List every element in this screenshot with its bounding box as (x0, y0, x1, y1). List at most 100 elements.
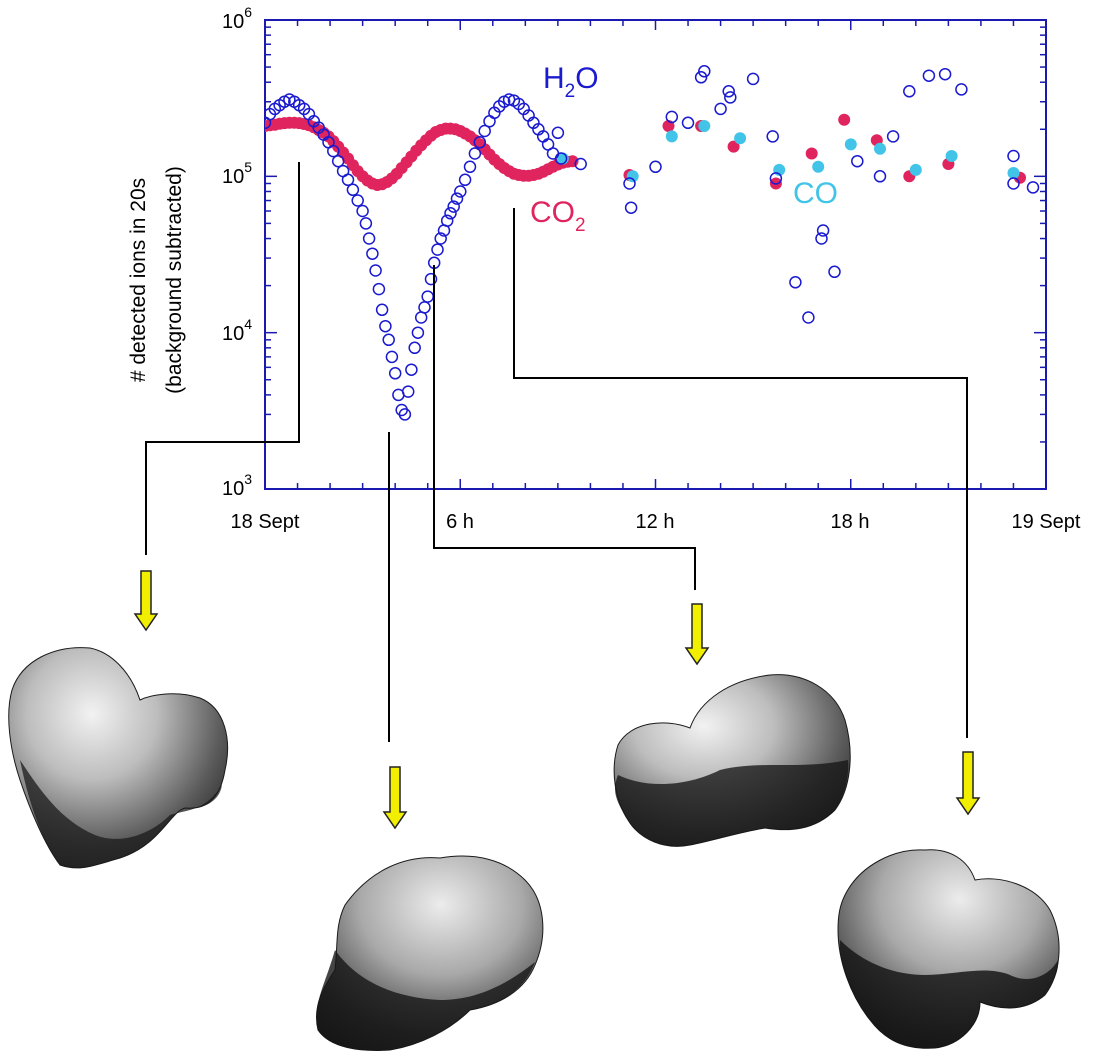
plot-area (264, 19, 1047, 490)
data-point-h2o (698, 65, 711, 78)
data-point-h2o (551, 126, 565, 140)
data-point-h2o (478, 124, 491, 138)
data-point-h2o (724, 91, 737, 104)
x-tick-label: 12 h (636, 511, 675, 533)
data-point-h2o (356, 204, 369, 218)
data-point-h2o (828, 265, 841, 279)
data-point-h2o (265, 116, 272, 130)
data-point-h2o (440, 214, 454, 227)
y-axis-title: # detected ions in 20s (background subtr… (127, 166, 186, 394)
connector-line-1 (145, 162, 300, 555)
data-point-co (665, 130, 678, 143)
data-point-h2o (375, 303, 389, 317)
data-point-h2o (385, 350, 399, 364)
data-point-h2o (769, 172, 783, 185)
data-point-h2o (463, 160, 477, 174)
x-tick-label: 18 Sept (231, 511, 300, 533)
data-point-co (812, 160, 825, 173)
data-point-h2o (694, 71, 708, 84)
down-arrow-icon (955, 751, 981, 816)
data-point-co2 (805, 147, 818, 160)
data-point-h2o (388, 367, 402, 380)
data-point-h2o (424, 272, 438, 286)
data-point-h2o (411, 326, 425, 339)
comet-nucleus-image (8, 647, 228, 869)
data-point-h2o (714, 102, 727, 116)
data-point-h2o (681, 116, 695, 130)
data-point-h2o (362, 232, 376, 245)
data-point-co (1007, 167, 1020, 179)
data-point-h2o (434, 232, 447, 245)
y-axis-title-line1: # detected ions in 20s (127, 178, 150, 382)
y-tick-label: 104 (222, 316, 252, 345)
comet-view-3 (613, 674, 851, 847)
data-point-co (698, 120, 711, 132)
data-point-h2o (722, 85, 735, 98)
data-point-h2o (1007, 177, 1020, 190)
data-point-co (844, 138, 857, 151)
data-point-h2o (468, 147, 482, 160)
comet-view-1 (8, 647, 228, 869)
data-point-h2o (938, 67, 952, 81)
data-point-co2 (727, 140, 740, 153)
data-point-h2o (341, 173, 355, 187)
down-arrow-icon (133, 570, 159, 632)
y-tick-label: 103 (222, 471, 252, 500)
y-tick-label: 105 (222, 159, 252, 188)
comet-shadow (20, 760, 222, 868)
data-point-h2o (546, 147, 560, 160)
series-label-co: CO (793, 177, 838, 210)
data-point-h2o (554, 152, 568, 165)
data-point-h2o (398, 408, 412, 421)
data-point-h2o (346, 183, 360, 197)
data-point-h2o (816, 224, 830, 237)
data-point-h2o (401, 385, 415, 398)
data-point-h2o (366, 247, 379, 260)
data-point-h2o (431, 243, 444, 256)
data-point-h2o (574, 157, 587, 171)
comet-view-2 (316, 855, 544, 1051)
data-point-co (626, 170, 639, 183)
y-tick-label: 106 (222, 4, 252, 33)
data-point-h2o (802, 311, 815, 324)
connector-line-4 (513, 208, 968, 738)
x-tick-label: 19 Sept (1012, 511, 1081, 533)
data-point-h2o (903, 85, 916, 98)
data-point-h2o (369, 264, 382, 277)
x-tick-labels: 18 Sept 6 h 12 h 18 h 19 Sept (231, 511, 1081, 533)
data-point-h2o (766, 130, 779, 143)
data-point-h2o (624, 201, 638, 214)
data-point-h2o (408, 341, 421, 355)
x-tick-label: 18 h (831, 511, 870, 533)
data-point-h2o (444, 207, 457, 220)
connector-line-3 (433, 265, 696, 590)
data-point-h2o (886, 130, 900, 143)
data-point-co2 (838, 113, 851, 126)
x-tick-label: 6 h (446, 511, 474, 533)
view-arrows (133, 570, 981, 830)
data-point-h2o (382, 333, 395, 347)
down-arrow-icon (382, 766, 408, 830)
data-point-h2o (789, 276, 802, 289)
data-point-h2o (665, 110, 679, 124)
data-point-h2o (851, 154, 864, 168)
data-point-co (734, 132, 747, 145)
data-point-co (874, 142, 886, 155)
series-label-h2o: H2O (543, 62, 599, 102)
connector-lines (145, 162, 968, 742)
data-point-h2o (331, 154, 345, 168)
data-point-h2o (372, 282, 386, 296)
comet-shadow (839, 940, 1059, 1049)
data-point-h2o (379, 319, 392, 333)
data-point-h2o (405, 363, 418, 376)
data-point-h2o (447, 200, 460, 213)
data-point-h2o (815, 232, 828, 245)
down-arrow-icon (684, 603, 710, 666)
axis-ticks (264, 19, 1047, 490)
series-label-co2: CO2 (530, 196, 586, 236)
data-point-h2o (327, 144, 340, 158)
y-axis-title-line2: (background subtracted) (163, 166, 186, 394)
data-point-h2o (351, 194, 364, 207)
comet-shadow (316, 950, 535, 1051)
